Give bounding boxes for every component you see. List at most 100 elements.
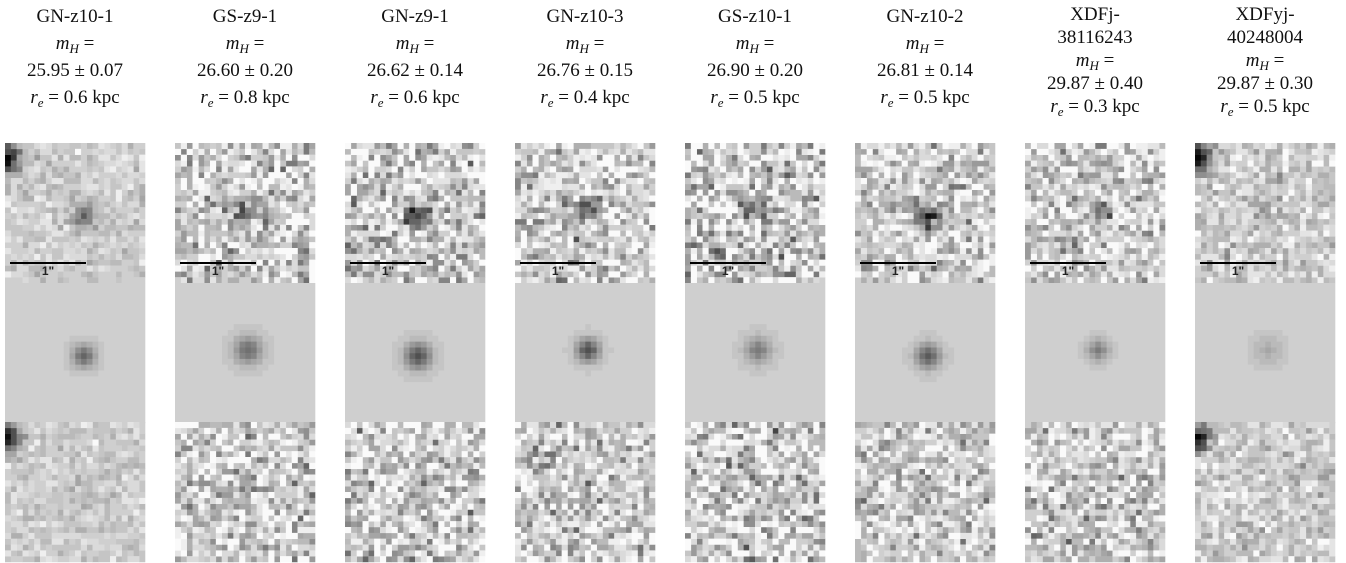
pixel-block [1195, 143, 1330, 284]
panel-header: GS-z9-1 mH = 26.60 ± 0.20 re = 0.8 kpc [165, 0, 325, 143]
pixel-block [685, 422, 826, 563]
panel-header: XDFj-38116243 mH = 29.87 ± 0.40 re = 0.3 kp… [1015, 0, 1175, 143]
pixel-block [930, 213, 937, 220]
pixel-block [175, 143, 316, 284]
pixel-block [403, 341, 433, 371]
observed-image [175, 143, 316, 284]
pixel-block [1195, 422, 1330, 563]
pixel-block [1195, 422, 1336, 557]
radius-symbol: r [710, 87, 718, 108]
pixel-block [579, 341, 597, 360]
pixel-block [1195, 148, 1336, 284]
magnitude-value: 26.60 ± 0.20 [197, 60, 293, 81]
pixel-block [239, 341, 257, 360]
pixel-block [515, 422, 656, 563]
pixel-block [515, 143, 656, 284]
panel-header: XDFyj-40248004 mH = 29.87 ± 0.30 re = 0.5 k… [1185, 0, 1345, 143]
pixel-block [749, 341, 767, 360]
radius-value: 0.3 kpc [1083, 96, 1140, 117]
radius-subscript: e [547, 95, 554, 110]
pixel-block [1025, 148, 1160, 284]
pixel-block [345, 422, 486, 563]
pixel-block [345, 427, 486, 563]
pixel-block [426, 207, 433, 214]
scale-bar-label: 1" [382, 264, 394, 278]
pixel-block [415, 213, 422, 220]
magnitude-label: mH = [396, 30, 435, 57]
radius-value: 0.6 kpc [63, 87, 120, 108]
pixel-block [175, 433, 310, 557]
magnitude-symbol: m [395, 33, 410, 54]
radius-value: 0.4 kpc [573, 87, 630, 108]
pixel-block [5, 433, 12, 440]
pixel-block [755, 347, 762, 354]
pixel-block [573, 335, 603, 365]
pixel-block [515, 283, 656, 424]
magnitude-label: mH = [736, 30, 775, 57]
galaxy-name: GS-z10-1 [718, 6, 792, 27]
radius-subscript: e [1227, 104, 1234, 119]
pixel-block [10, 433, 23, 452]
pixel-block [1025, 143, 1166, 284]
magnitude-subscript: H [239, 41, 249, 56]
pixel-block [685, 143, 826, 284]
pixel-block [685, 143, 826, 278]
radius-subscript: e [887, 95, 894, 110]
equals-sign: = [83, 33, 95, 54]
pixel-block [180, 422, 316, 557]
pixel-block [75, 347, 93, 365]
galaxy-name: XDFyj-40248004 [1227, 4, 1303, 48]
pixel-block [772, 427, 779, 434]
galaxy-name: GN-z10-1 [36, 6, 114, 27]
pixel-block [415, 353, 422, 360]
scale-bar-label: 1" [892, 264, 904, 278]
pixel-block [855, 422, 996, 563]
pixel-block [855, 283, 996, 424]
equals-sign: = [423, 33, 435, 54]
pixel-block [685, 143, 820, 278]
panel-header: GN-z10-1 mH = 25.95 ± 0.07 re = 0.6 kpc [0, 0, 155, 143]
pixel-block [1200, 433, 1207, 440]
galaxy-name: GN-z10-2 [886, 6, 964, 27]
equals-sign: = [593, 33, 605, 54]
magnitude-subscript: H [69, 41, 79, 56]
model-image [1195, 283, 1336, 424]
magnitude-value: 29.87 ± 0.40 [1047, 73, 1143, 94]
model-image [345, 283, 486, 424]
radius-subscript: e [1057, 104, 1064, 119]
pixel-block [1025, 143, 1166, 284]
pixel-block [913, 143, 967, 214]
pixel-block [743, 335, 773, 365]
magnitude-symbol: m [225, 33, 240, 54]
radius-label: re = 0.6 kpc [30, 84, 119, 111]
pixel-block [1195, 143, 1336, 278]
radius-label: re = 0.8 kpc [200, 84, 289, 111]
pixel-block [1095, 347, 1102, 354]
pixel-block [409, 347, 427, 365]
magnitude-symbol: m [735, 33, 750, 54]
pixel-block [10, 148, 17, 155]
pixel-block [925, 218, 932, 225]
pixel-block [345, 148, 486, 284]
radius-symbol: r [880, 87, 888, 108]
model-image [515, 283, 656, 424]
radius-symbol: r [200, 87, 208, 108]
equals-sign: = [728, 87, 739, 108]
pixel-block [515, 422, 656, 563]
pixel-block [215, 201, 246, 266]
scale-bar-label: 1" [552, 264, 564, 278]
radius-symbol: r [370, 87, 378, 108]
magnitude-subscript: H [749, 41, 759, 56]
pixel-block [5, 154, 146, 278]
equals-sign: = [1068, 96, 1079, 117]
pixel-block [913, 341, 943, 371]
pixel-block [1089, 341, 1107, 360]
pixel-block [1200, 154, 1207, 161]
pixel-block [685, 433, 814, 563]
residual-image [345, 422, 486, 563]
panel-header: GN-z10-3 mH = 26.76 ± 0.15 re = 0.4 kpc [505, 0, 665, 143]
pixel-block [345, 439, 480, 563]
pixel-block [1065, 538, 1072, 545]
pixel-block [1089, 341, 1107, 360]
